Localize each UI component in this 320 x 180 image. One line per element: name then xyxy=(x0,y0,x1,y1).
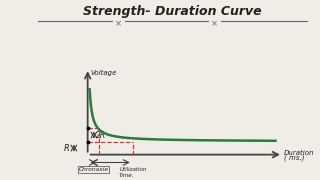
Text: ( ms.): ( ms.) xyxy=(284,155,305,161)
Text: ×: × xyxy=(115,19,122,28)
Text: Strength- Duration Curve: Strength- Duration Curve xyxy=(84,4,262,17)
Text: Duration: Duration xyxy=(284,150,315,156)
Text: Chronaxie: Chronaxie xyxy=(78,167,108,172)
Text: 2R: 2R xyxy=(96,130,106,140)
Text: Voltage: Voltage xyxy=(90,69,116,76)
Text: Utilization
Time.: Utilization Time. xyxy=(119,167,147,178)
Text: R: R xyxy=(63,144,69,153)
Text: ×: × xyxy=(211,19,218,28)
